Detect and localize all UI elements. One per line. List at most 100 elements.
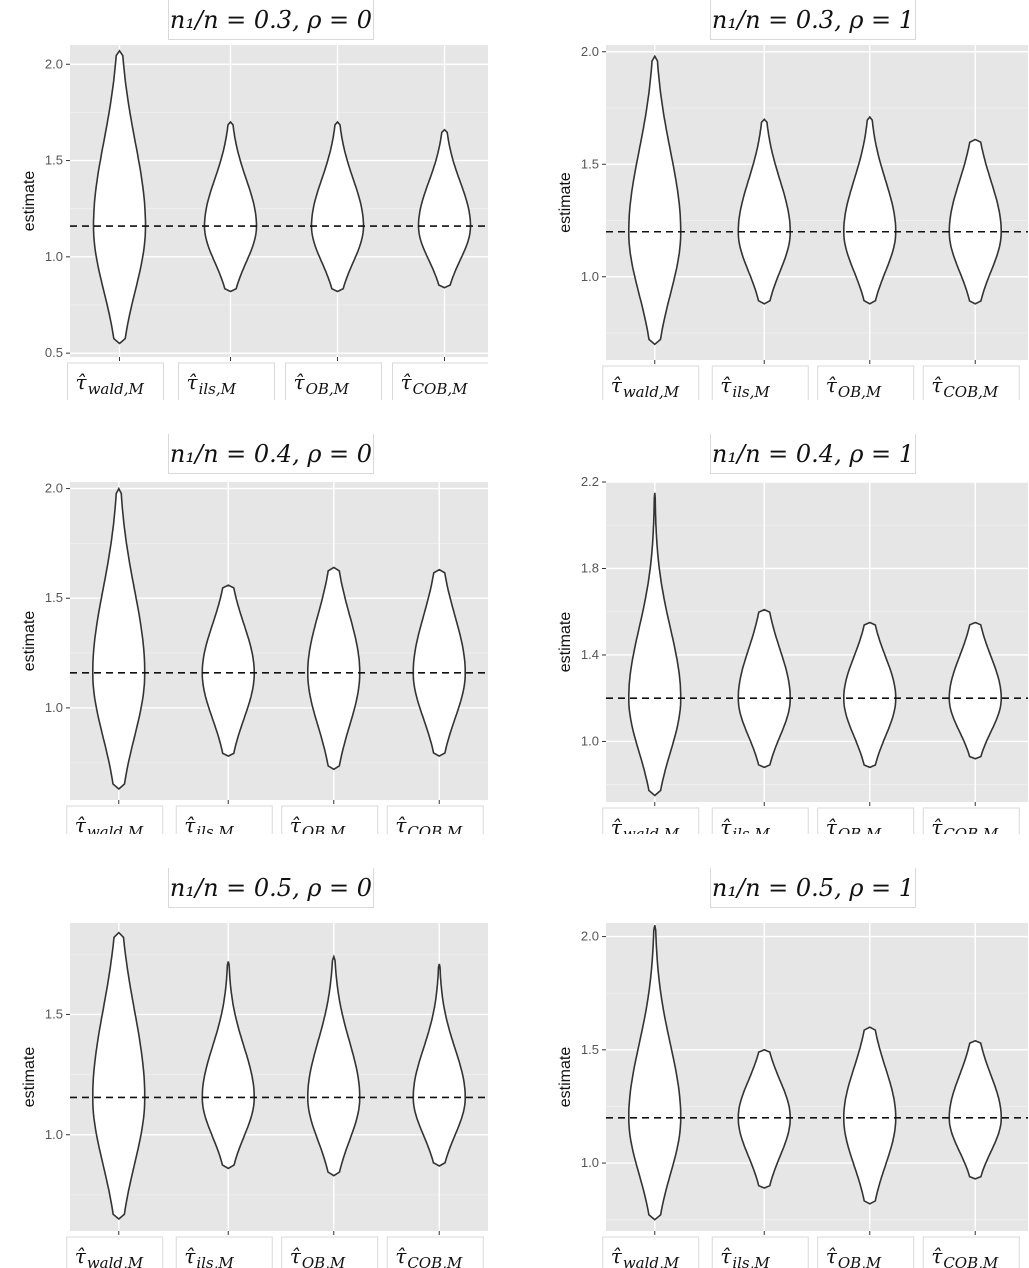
violin-wald (92, 931, 146, 1221)
label-box (285, 362, 382, 400)
violin-ils (737, 1048, 791, 1189)
label-box (922, 1236, 1020, 1268)
y-tick-label: 1.5 (45, 590, 63, 605)
panel-title: n₁/n = 0.3, ρ = 1 (710, 0, 916, 40)
y-tick-label: 1.5 (45, 1006, 63, 1021)
label-box (175, 805, 273, 834)
x-tick-label-ils: τ̂ils,M (175, 805, 273, 834)
x-tick-label-wald: τ̂wald,M (66, 805, 164, 834)
category-label: τ̂OB,M (826, 373, 882, 400)
x-tick-label-ob: τ̂OB,M (817, 807, 915, 834)
violin-ob (843, 1026, 897, 1205)
label-box (602, 807, 700, 834)
label-box (66, 805, 164, 834)
violin-ils (737, 608, 791, 769)
violin-cob (948, 621, 1002, 760)
violin-cob (412, 568, 466, 758)
x-tick-label-ob: τ̂OB,M (817, 1236, 915, 1268)
x-tick-label-ob: τ̂OB,M (285, 362, 382, 400)
label-box (817, 807, 915, 834)
violin-wald (92, 486, 146, 791)
chart-panel: 1.0 1.4 1.8 2.2 estimate τ̂wald,M τ̂ils,M τ̂OB,… (548, 434, 1028, 834)
x-tick-label-cob: τ̂COB,M (392, 362, 488, 400)
label-box (178, 362, 275, 400)
y-tick-label: 1.5 (581, 156, 599, 171)
y-tick-label: 1.8 (581, 560, 599, 575)
category-label: τ̂wald,M (611, 373, 680, 400)
category-label: τ̂COB,M (931, 1244, 999, 1268)
violin-wald (628, 54, 682, 346)
x-tick-label-cob: τ̂COB,M (922, 365, 1020, 400)
y-tick-label: 0.5 (45, 345, 63, 360)
x-tick-label-ob: τ̂OB,M (281, 1236, 379, 1268)
category-label: τ̂ils,M (184, 1244, 234, 1268)
y-tick-label: 1.0 (45, 249, 63, 264)
label-box (392, 362, 488, 400)
y-tick-label: 2.0 (45, 56, 63, 71)
label-box (922, 365, 1020, 400)
y-axis-title: estimate (21, 1047, 38, 1108)
label-box (817, 365, 915, 400)
panel-title: n₁/n = 0.5, ρ = 0 (168, 868, 374, 908)
panel-title: n₁/n = 0.4, ρ = 1 (710, 434, 916, 474)
label-box (602, 1236, 700, 1268)
violin-cob (948, 138, 1002, 305)
chart-svg: 1.0 1.5 2.0 estimate τ̂wald,M τ̂ils,M τ̂OB,M τ̂… (21, 481, 488, 834)
category-label: τ̂wald,M (75, 813, 144, 834)
label-box (386, 805, 484, 834)
x-tick-label-cob: τ̂COB,M (922, 807, 1020, 834)
chart-panel: 1.0 1.5 estimate τ̂wald,M τ̂ils,M τ̂OB,M τ̂COB… (8, 868, 488, 1268)
chart-svg: 1.0 1.5 2.0 estimate τ̂wald,M τ̂ils,M τ̂OB,M τ̂… (557, 923, 1028, 1268)
category-label: τ̂COB,M (931, 815, 999, 834)
violin-cob (417, 128, 472, 289)
category-label: τ̂OB,M (290, 813, 346, 834)
panel-title: n₁/n = 0.5, ρ = 1 (710, 868, 916, 908)
y-axis-title: estimate (557, 172, 574, 233)
violin-ob (843, 621, 897, 769)
x-tick-label-cob: τ̂COB,M (922, 1236, 1020, 1268)
violin-cob (948, 1039, 1002, 1180)
category-label: τ̂OB,M (826, 1244, 882, 1268)
label-box (67, 362, 164, 400)
y-axis-title: estimate (557, 1047, 574, 1108)
violin-ils (201, 961, 255, 1170)
violin-ob (310, 120, 365, 293)
violin-ob (843, 115, 897, 305)
chart-svg: 1.0 1.5 estimate τ̂wald,M τ̂ils,M τ̂OB,M τ̂COB… (21, 923, 488, 1268)
panel-title: n₁/n = 0.3, ρ = 0 (168, 0, 374, 40)
x-tick-label-wald: τ̂wald,M (66, 1236, 164, 1268)
category-label: τ̂wald,M (611, 1244, 680, 1268)
chart-panel: 0.5 1.0 1.5 2.0 estimate τ̂wald,M τ̂ils,M τ̂OB,… (8, 0, 488, 400)
label-box (175, 1236, 273, 1268)
chart-svg: 0.5 1.0 1.5 2.0 estimate τ̂wald,M τ̂ils,M τ̂OB,… (21, 45, 488, 400)
x-tick-label-ob: τ̂OB,M (281, 805, 379, 834)
violin-wald (628, 925, 682, 1221)
y-tick-label: 1.0 (581, 1155, 599, 1170)
label-box (711, 807, 809, 834)
y-tick-label: 2.2 (581, 474, 599, 489)
category-label: τ̂wald,M (75, 1244, 144, 1268)
category-label: τ̂ils,M (187, 370, 237, 398)
label-box (711, 365, 809, 400)
label-box (602, 365, 700, 400)
violin-ils (201, 584, 255, 757)
violin-wald (628, 492, 682, 797)
label-box (922, 807, 1020, 834)
category-label: τ̂ils,M (184, 813, 234, 834)
category-label: τ̂ils,M (720, 373, 770, 400)
category-label: τ̂OB,M (290, 1244, 346, 1268)
category-label: τ̂OB,M (294, 370, 350, 398)
category-label: τ̂wald,M (76, 370, 145, 398)
chart-panel: 1.0 1.5 2.0 estimate τ̂wald,M τ̂ils,M τ̂OB,M τ̂… (548, 868, 1028, 1268)
x-tick-label-wald: τ̂wald,M (602, 1236, 700, 1268)
panel-title: n₁/n = 0.4, ρ = 0 (168, 434, 374, 474)
y-axis-title: estimate (21, 611, 38, 672)
x-tick-label-ils: τ̂ils,M (711, 365, 809, 400)
category-label: τ̂COB,M (395, 813, 463, 834)
y-tick-label: 2.0 (581, 929, 599, 944)
y-axis-title: estimate (557, 612, 574, 673)
chart-svg: 1.0 1.5 2.0 estimate τ̂wald,M τ̂ils,M τ̂OB,M τ̂… (557, 44, 1028, 400)
violin-wald (92, 49, 147, 345)
category-label: τ̂COB,M (931, 373, 999, 400)
x-tick-label-wald: τ̂wald,M (602, 807, 700, 834)
